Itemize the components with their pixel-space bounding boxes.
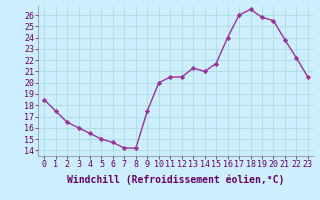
X-axis label: Windchill (Refroidissement éolien,°C): Windchill (Refroidissement éolien,°C) — [67, 175, 285, 185]
